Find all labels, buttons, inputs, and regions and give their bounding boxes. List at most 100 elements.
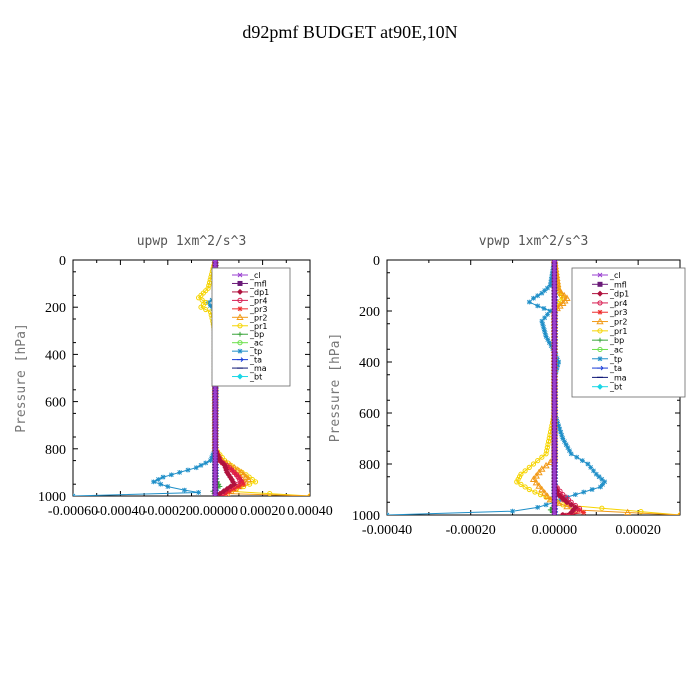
- series-marker: [554, 286, 563, 294]
- legend-marker: [597, 365, 604, 371]
- series-marker: [568, 501, 575, 508]
- y-tick-label: 200: [45, 301, 66, 316]
- y-tick-label: 1000: [38, 490, 66, 505]
- series-marker: [563, 502, 571, 510]
- x-tick-label: 0.00020: [240, 504, 286, 519]
- series-marker: [548, 279, 554, 285]
- legend-marker: [597, 300, 603, 306]
- series-marker: [203, 306, 209, 313]
- series-marker: [557, 426, 563, 432]
- legend-box: [211, 267, 291, 387]
- legend-marker: [597, 281, 603, 287]
- series-marker: [236, 484, 242, 489]
- series-marker: [602, 479, 608, 485]
- series-marker: [546, 435, 552, 441]
- series-marker: [223, 491, 229, 496]
- x-tick-label: -0.00040: [362, 523, 412, 538]
- series-marker: [535, 504, 541, 510]
- legend-label: _dp1: [249, 288, 269, 297]
- legend-label: _dp1: [609, 290, 629, 299]
- series-marker: [239, 470, 248, 478]
- legend-marker: [237, 297, 243, 303]
- series-marker: [581, 510, 587, 515]
- series-marker: [540, 321, 546, 327]
- series-marker: [556, 302, 564, 309]
- series-marker: [216, 490, 223, 496]
- series-marker: [541, 327, 547, 333]
- series-marker: [151, 479, 156, 485]
- series-marker: [556, 359, 562, 365]
- y-tick-label: 1000: [352, 509, 380, 524]
- series-marker: [624, 508, 632, 515]
- series-marker: [239, 479, 245, 485]
- y-tick-label: 600: [359, 407, 380, 422]
- y-tick-label: 0: [59, 254, 66, 269]
- series-cl: [552, 260, 557, 515]
- series-marker: [160, 474, 166, 480]
- series-marker: [544, 448, 550, 454]
- legend-marker: [236, 313, 244, 321]
- series-marker: [599, 476, 605, 482]
- series-marker: [199, 297, 205, 303]
- y-tick-label: 600: [45, 396, 66, 411]
- y-tick-label: 800: [45, 443, 66, 458]
- series-marker: [555, 420, 560, 425]
- series-marker: [526, 299, 532, 305]
- series-marker: [185, 467, 191, 473]
- series-marker: [556, 423, 562, 429]
- series-marker: [546, 495, 554, 503]
- chart-panel-2: vpwp 1xm^2/s^3 Pressure [hPa] 0 200 400 600 80…: [328, 234, 686, 538]
- series-marker: [561, 296, 569, 304]
- x-tick-label: 0.00040: [287, 504, 333, 519]
- series-marker: [576, 506, 583, 512]
- series-marker: [542, 461, 550, 469]
- series-tp: [73, 260, 228, 496]
- page-title: d92pmf BUDGET at90E,10N: [242, 22, 458, 42]
- series-marker: [530, 461, 537, 467]
- series-marker: [546, 438, 552, 444]
- legend-marker: [237, 348, 243, 354]
- legend-label: _pr3: [609, 308, 627, 317]
- series-marker: [535, 458, 541, 464]
- plot-area: [387, 260, 680, 515]
- legend-label: _ta: [609, 364, 622, 373]
- series-marker: [560, 291, 568, 299]
- series-marker: [532, 472, 540, 479]
- series-marker: [591, 468, 596, 474]
- legend-label: _ac: [249, 339, 263, 348]
- y-axis-label: Pressure [hPa]: [14, 323, 29, 433]
- legend-marker: [237, 331, 243, 337]
- series-marker: [526, 486, 532, 493]
- series-marker: [522, 468, 528, 474]
- legend-marker: [237, 288, 243, 295]
- x-tick-label: 0.00000: [532, 523, 578, 538]
- series-marker: [516, 474, 523, 480]
- series-marker: [181, 487, 187, 493]
- series-marker: [548, 343, 554, 349]
- series-marker: [208, 458, 213, 463]
- series-marker: [529, 475, 538, 482]
- series-marker: [638, 509, 644, 515]
- x-tick-label: -0.00040: [95, 504, 145, 519]
- series-tp: [387, 260, 608, 515]
- series-marker: [577, 507, 582, 513]
- series-marker: [574, 454, 580, 460]
- series-marker: [563, 294, 571, 301]
- series-marker: [565, 445, 571, 451]
- series-marker: [538, 485, 546, 493]
- series-marker: [387, 512, 390, 515]
- series-marker: [559, 512, 566, 515]
- series-marker: [514, 479, 520, 485]
- series-marker: [535, 468, 543, 476]
- series-marker: [541, 324, 546, 330]
- series-marker: [547, 308, 553, 314]
- series-marker: [543, 334, 549, 339]
- series-marker: [559, 299, 567, 307]
- series-marker: [579, 458, 585, 463]
- legend-label: _pr4: [249, 296, 267, 305]
- series-marker: [209, 455, 215, 461]
- series-marker: [543, 502, 549, 508]
- series-marker: [562, 439, 567, 444]
- legend-marker: [237, 373, 243, 380]
